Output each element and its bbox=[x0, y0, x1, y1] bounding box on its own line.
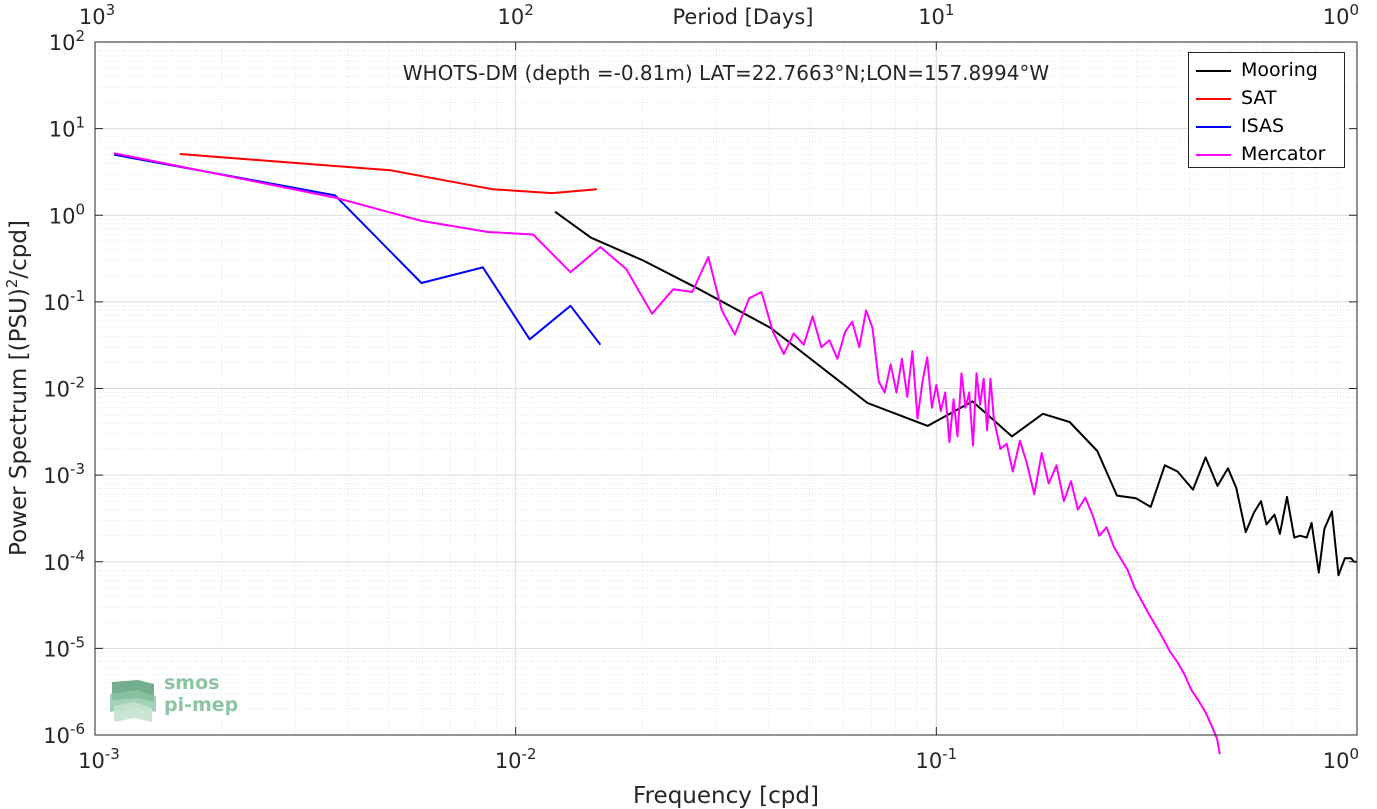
logo-waves-icon bbox=[110, 680, 156, 722]
x-axis-label: Frequency [cpd] bbox=[633, 783, 819, 809]
y-tick-label: 10-4 bbox=[43, 547, 85, 575]
legend: Mooring SAT ISAS Mercator bbox=[1188, 52, 1345, 168]
legend-label-sat: SAT bbox=[1241, 87, 1277, 109]
y-tick-label: 10-6 bbox=[43, 720, 85, 748]
legend-item-sat: SAT bbox=[1189, 85, 1344, 113]
x-tick-label: 10-3 bbox=[78, 745, 120, 773]
grid-major bbox=[94, 41, 1358, 736]
y-tick-label: 10-3 bbox=[43, 460, 85, 488]
y-tick-label: 101 bbox=[49, 114, 85, 142]
legend-item-isas: ISAS bbox=[1189, 113, 1344, 141]
y-tick-label: 10-1 bbox=[43, 287, 85, 315]
y-tick-label: 100 bbox=[49, 200, 85, 228]
chart-title: WHOTS-DM (depth =-0.81m) LAT=22.7663°N;L… bbox=[403, 61, 1050, 85]
series-line-mooring bbox=[554, 210, 1357, 577]
x-tick-label: 10-1 bbox=[915, 745, 957, 773]
legend-swatch-mercator bbox=[1196, 154, 1231, 156]
legend-swatch-isas bbox=[1196, 126, 1231, 128]
legend-item-mercator: Mercator bbox=[1189, 141, 1344, 169]
top-axis-label: Period [Days] bbox=[673, 5, 814, 29]
grid-minor bbox=[95, 42, 1357, 735]
legend-swatch-mooring bbox=[1196, 70, 1231, 72]
y-axis-label-sup: 2 bbox=[3, 279, 21, 289]
legend-swatch-sat bbox=[1196, 98, 1231, 100]
y-tick-label: 10-5 bbox=[43, 633, 85, 661]
y-tick-label: 102 bbox=[49, 27, 85, 55]
tick-labels-layer: 10-3 10-2 10-1 100 10-6 10-5 10-4 10-3 10-2 10-1 1… bbox=[43, 1, 1359, 773]
series-line-mercator bbox=[113, 152, 1221, 755]
logo-text: smos pi-mep bbox=[164, 672, 238, 716]
legend-label-mercator: Mercator bbox=[1241, 143, 1326, 165]
top-tick-label: 100 bbox=[1323, 1, 1359, 29]
legend-label-isas: ISAS bbox=[1241, 115, 1285, 137]
x-tick-label: 10-2 bbox=[495, 745, 537, 773]
y-tick-label: 10-2 bbox=[43, 374, 85, 402]
top-tick-label: 101 bbox=[918, 1, 954, 29]
series-line-sat bbox=[179, 153, 597, 195]
ticks-layer bbox=[94, 41, 1358, 736]
top-tick-label: 102 bbox=[498, 1, 534, 29]
y-axis-label-tail: /cpd] bbox=[6, 220, 32, 279]
smos-pi-mep-logo: smos pi-mep bbox=[108, 672, 248, 724]
x-tick-label: 100 bbox=[1323, 745, 1359, 773]
series-line-isas bbox=[113, 153, 602, 346]
legend-item-mooring: Mooring bbox=[1189, 57, 1344, 85]
logo-line-1: smos bbox=[164, 672, 220, 694]
logo-line-2: pi-mep bbox=[164, 694, 239, 716]
top-tick-label: 103 bbox=[79, 1, 115, 29]
series-layer bbox=[113, 152, 1357, 755]
legend-label-mooring: Mooring bbox=[1241, 59, 1318, 81]
y-axis-label: Power Spectrum [(PSU)2/cpd] bbox=[3, 220, 32, 556]
y-axis-label-main: Power Spectrum [(PSU) bbox=[6, 288, 32, 556]
